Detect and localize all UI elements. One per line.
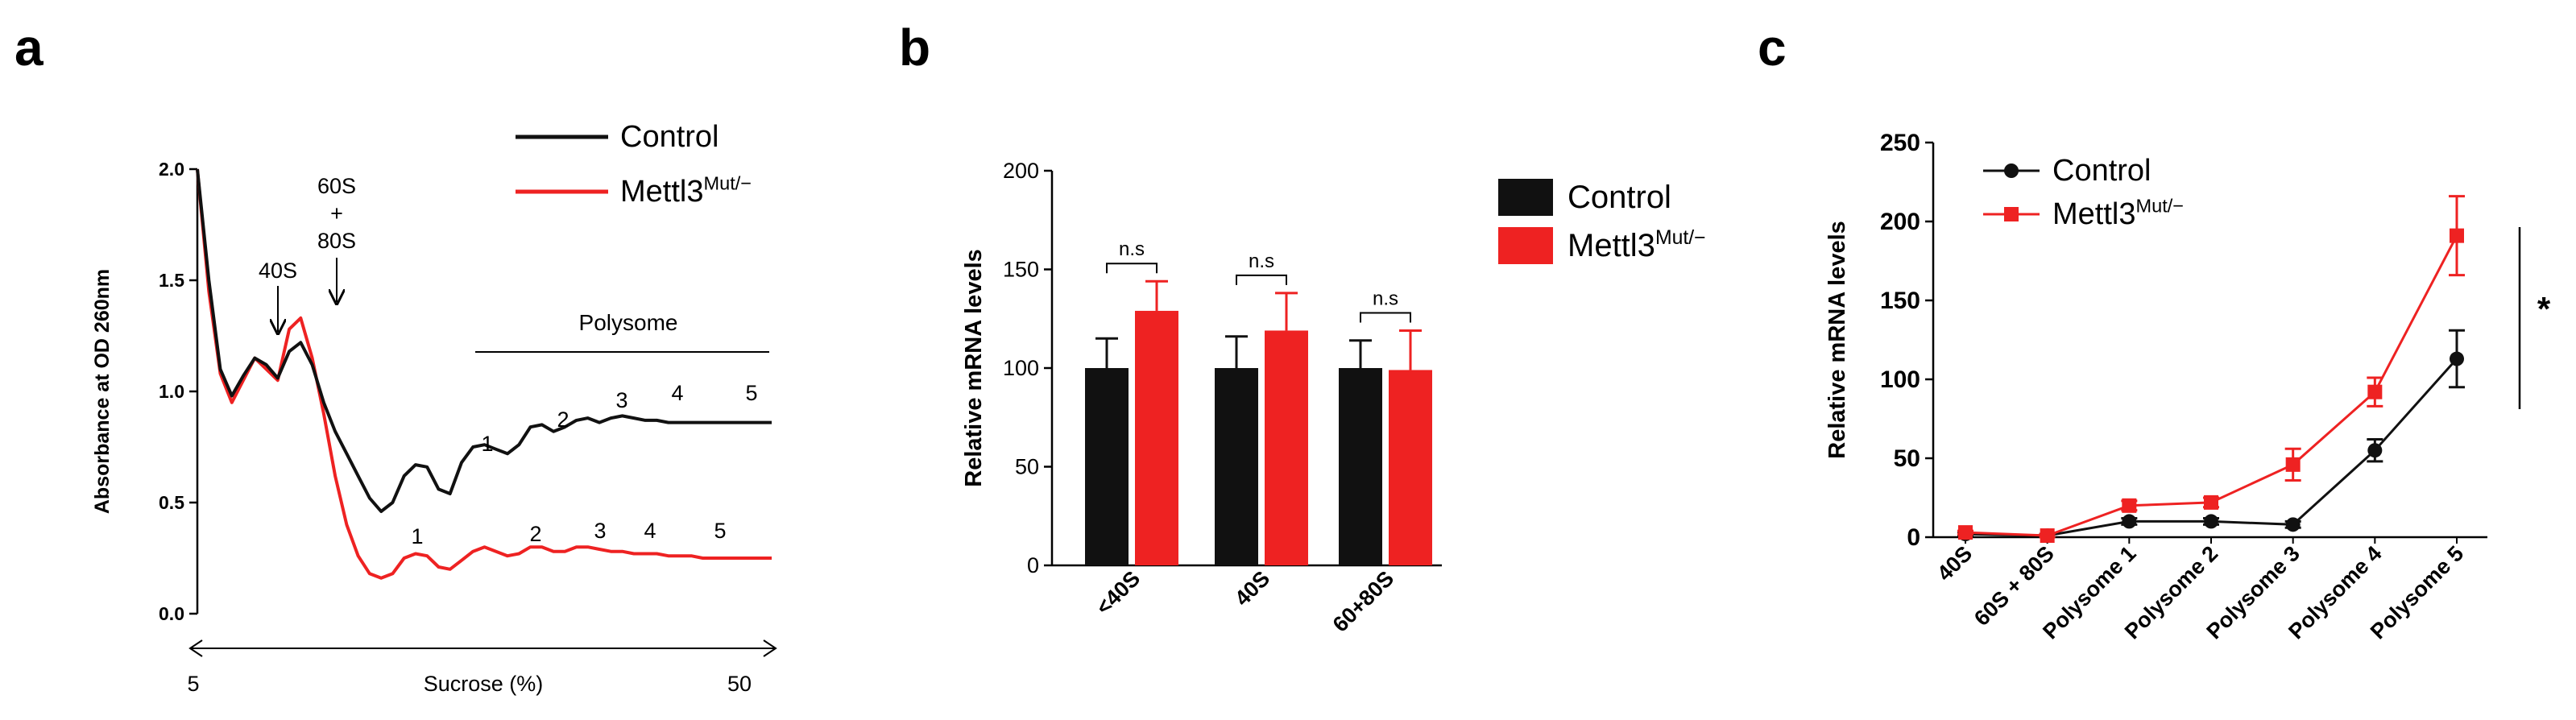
significance-label: n.s (1119, 238, 1145, 260)
legend-mutant-label: Mettl3Mut/− (620, 173, 752, 209)
y-tick-label: 1.5 (159, 270, 184, 291)
x-axis-label: Sucrose (%) (424, 672, 544, 696)
mutant-bar (1389, 370, 1432, 565)
y-tick-label: 0.0 (159, 603, 184, 624)
control-peak-number: 4 (671, 381, 683, 405)
legend-mutant-label: Mettl3Mut/− (2052, 196, 2184, 231)
annotation-60s-80s: + (330, 201, 343, 226)
control-peak-number: 3 (615, 388, 627, 412)
x-range-end-label: 50 (727, 672, 752, 696)
x-tick-label: <40S (1091, 566, 1145, 619)
control-bar (1085, 368, 1129, 565)
y-tick-label: 1.0 (159, 381, 184, 402)
y-tick-label: 0 (1907, 524, 1920, 551)
y-tick-label: 150 (1003, 258, 1039, 282)
mutant-bar (1265, 330, 1308, 565)
mutant-point (2367, 384, 2383, 399)
y-tick-label: 100 (1003, 356, 1039, 380)
y-tick-label: 50 (1894, 445, 1920, 472)
y-tick-label: 2.0 (159, 159, 184, 180)
y-tick-label: 100 (1880, 366, 1920, 393)
mutant-point (2204, 494, 2218, 510)
mutant-peak-number: 4 (644, 519, 656, 543)
significance-label: n.s (1373, 288, 1398, 309)
x-tick-label: 60+80S (1328, 566, 1399, 637)
legend-mutant-marker (2004, 207, 2019, 221)
legend-mutant-swatch (1498, 227, 1553, 264)
legend-mutant-label: Mettl3Mut/− (1568, 227, 1706, 263)
control-peak-number: 2 (557, 408, 569, 432)
mutant-point (2122, 498, 2137, 513)
y-axis-label: Absorbance at OD 260nm (91, 269, 114, 514)
control-peak-number: 5 (745, 381, 757, 405)
mutant-trace (196, 168, 772, 580)
legend-control-label: Control (1568, 180, 1671, 215)
y-tick-label: 150 (1880, 288, 1920, 314)
x-range-start-label: 5 (187, 672, 199, 696)
significance-bracket (1106, 263, 1158, 274)
mutant-line (1965, 234, 2458, 537)
y-tick-label: 0.5 (159, 492, 184, 513)
mutant-peak-number: 5 (714, 519, 726, 543)
control-bar (1215, 368, 1258, 565)
y-tick-label: 50 (1015, 455, 1039, 479)
chart-b-bars: 0 50 100 150 200 Relative mRNA levels n.s <40S n… (961, 159, 1706, 637)
control-point (2204, 514, 2218, 529)
legend-control-swatch (1498, 179, 1553, 216)
x-tick-label: 40S (1230, 566, 1274, 610)
chart-a-profile: 0.0 0.5 1.0 1.5 2.0 Absorbance at OD 260nm 5 50… (91, 120, 777, 696)
annotation-60s-80s: 60S (317, 174, 356, 198)
legend-control-marker (2004, 163, 2019, 178)
x-tick-label: 40S (1932, 541, 1977, 586)
y-axis-label: Relative mRNA levels (1824, 221, 1850, 459)
x-arrow-left-head (188, 639, 203, 657)
control-point (2122, 514, 2137, 529)
y-tick-label: 200 (1880, 209, 1920, 235)
panel-b-letter: b (899, 19, 931, 77)
control-bar (1339, 368, 1382, 565)
control-point (2367, 443, 2383, 458)
mutant-bar (1135, 310, 1178, 565)
significance-label: n.s (1249, 250, 1274, 272)
control-point (2450, 351, 2464, 366)
y-tick-label: 250 (1880, 130, 1920, 156)
control-peak-number: 1 (481, 432, 493, 456)
panel-a-letter: a (14, 19, 43, 77)
mutant-point (2285, 457, 2301, 472)
mutant-peak-number: 3 (594, 519, 606, 543)
mutant-peak-number: 1 (411, 524, 423, 548)
y-tick-label: 0 (1027, 553, 1039, 577)
mutant-point (2450, 228, 2464, 243)
x-tick-label: 60S + 80S (1969, 541, 2059, 631)
y-axis-label: Relative mRNA levels (961, 249, 987, 487)
annotation-40s: 40S (259, 259, 297, 283)
significance-label: * (2537, 290, 2551, 328)
control-trace (196, 168, 772, 513)
chart-c-lines: 0 50 100 150 200 250 Relative mRNA levels 40S60… (1824, 130, 2551, 643)
mutant-point (2040, 528, 2055, 544)
panel-c-letter: c (1758, 19, 1787, 77)
x-arrow-right-head (763, 639, 777, 657)
significance-bracket (1236, 274, 1287, 285)
annotation-60s-80s: 80S (317, 229, 356, 253)
significance-bracket (1360, 312, 1411, 323)
annotation-polysome: Polysome (579, 310, 678, 335)
y-tick-label: 200 (1003, 159, 1039, 183)
mutant-point (1958, 525, 1973, 540)
control-point (2285, 517, 2301, 532)
legend-control-label: Control (620, 120, 719, 154)
legend-control-label: Control (2052, 154, 2151, 188)
mutant-peak-number: 2 (529, 522, 541, 546)
